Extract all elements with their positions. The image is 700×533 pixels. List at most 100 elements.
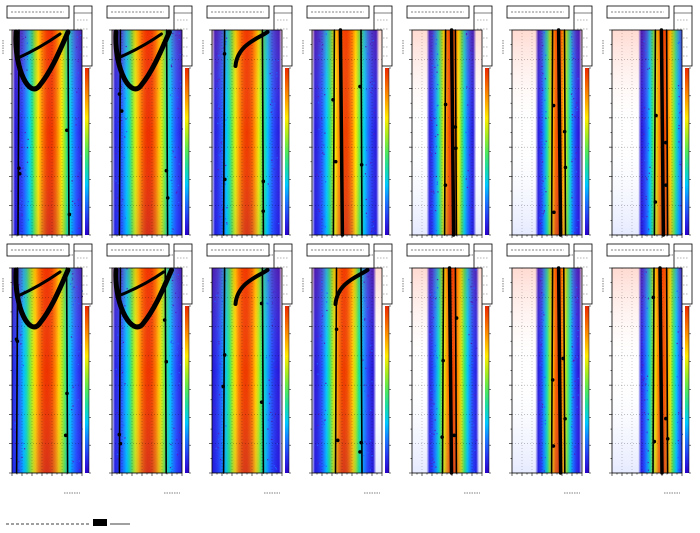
overlay-bar: [338, 28, 345, 237]
heatmap-speckle: [72, 385, 74, 387]
heatmap-speckle: [77, 72, 80, 74]
heatmap-speckle: [24, 169, 27, 171]
heatmap-speckle: [543, 406, 546, 408]
heatmap-speckle: [367, 53, 369, 55]
heatmap-speckle: [19, 205, 21, 207]
heatmap-speckle: [642, 341, 645, 343]
heatmap-speckle: [120, 85, 122, 88]
heatmap-speckle: [470, 286, 472, 288]
panel-r1c5: [502, 243, 593, 494]
heatmap-speckle: [76, 36, 79, 38]
heatmap-speckle: [644, 159, 646, 161]
heatmap-speckle: [465, 178, 467, 180]
heatmap-speckle: [679, 112, 681, 114]
heatmap-speckle: [120, 158, 122, 160]
heatmap-speckle: [225, 425, 227, 427]
heatmap-speckle: [273, 168, 275, 170]
panel-r1c6: [602, 243, 693, 494]
heatmap-speckle: [220, 142, 222, 144]
heatmap-speckle: [542, 161, 544, 163]
heatmap-speckle: [577, 77, 579, 80]
heatmap-speckle: [272, 108, 274, 111]
heatmap-speckle: [640, 373, 643, 375]
heatmap-speckle: [273, 378, 276, 380]
heatmap-speckle: [180, 60, 182, 62]
color-palette-bar: [585, 306, 589, 473]
heatmap-speckle: [570, 426, 573, 428]
panel-title-box: [106, 5, 170, 19]
heatmap-speckle: [644, 50, 647, 52]
heatmap-speckle: [271, 99, 273, 101]
heatmap-speckle: [268, 379, 270, 381]
heatmap-speckle: [370, 344, 372, 347]
heatmap-speckle: [172, 279, 174, 282]
heatmap-speckle: [22, 364, 24, 367]
overlay-marker: [63, 433, 68, 438]
heatmap-speckle: [470, 434, 472, 437]
heatmap-speckle: [224, 183, 226, 185]
heatmap-speckle: [218, 432, 220, 435]
overlay-marker: [222, 52, 227, 56]
panel-r1c3: [302, 243, 393, 494]
heatmap-speckle: [571, 196, 573, 199]
heatmap-speckle: [322, 74, 324, 76]
overlay-marker: [664, 183, 668, 187]
heatmap-speckle: [680, 83, 682, 85]
panel-title-box: [306, 243, 370, 257]
heatmap-speckle: [471, 464, 473, 466]
heatmap-speckle: [323, 464, 325, 466]
heatmap-speckle: [541, 292, 543, 294]
heatmap-speckle: [18, 461, 20, 463]
heatmap-speckle: [323, 420, 325, 422]
heatmap-speckle: [430, 119, 432, 122]
heatmap-speckle: [643, 117, 645, 120]
heatmap-speckle: [571, 325, 573, 327]
heatmap-speckle: [77, 175, 79, 178]
heatmap-speckle: [316, 86, 318, 88]
heatmap-speckle: [574, 56, 576, 59]
heatmap-speckle: [274, 103, 276, 105]
overlay-marker: [443, 102, 448, 107]
heatmap-speckle: [648, 230, 650, 232]
heatmap-speckle: [643, 133, 645, 135]
heatmap-speckle: [572, 359, 575, 361]
heatmap-speckle: [642, 364, 644, 366]
heatmap-speckle: [430, 444, 432, 447]
overlay-marker: [261, 209, 265, 213]
heatmap-speckle: [363, 454, 365, 457]
overlay-marker: [162, 318, 167, 322]
heatmap-speckle: [321, 48, 323, 51]
heatmap-speckle: [269, 139, 272, 141]
heatmap-speckle: [432, 299, 434, 301]
heatmap-speckle: [170, 443, 172, 446]
heatmap-shading: [612, 268, 682, 473]
heatmap-speckle: [22, 167, 24, 169]
heatmap-speckle: [79, 468, 81, 471]
heatmap-speckle: [576, 226, 578, 229]
heatmap-speckle: [434, 350, 436, 352]
heatmap-speckle: [474, 394, 476, 396]
heatmap-speckle: [176, 96, 179, 99]
heatmap-speckle: [216, 294, 218, 297]
overlay-marker: [440, 435, 444, 439]
heatmap-speckle: [169, 466, 172, 469]
heatmap-speckle: [322, 451, 324, 454]
panel-r1c1: [102, 243, 193, 494]
heatmap-speckle: [13, 419, 16, 422]
heatmap-speckle: [577, 301, 579, 303]
heatmap-speckle: [20, 141, 22, 143]
heatmap-speckle: [645, 168, 647, 171]
heatmap-speckle: [681, 347, 684, 349]
heatmap-speckle: [433, 76, 436, 78]
heatmap-speckle: [574, 380, 576, 382]
heatmap-speckle: [434, 365, 436, 367]
heatmap-speckle: [115, 368, 117, 370]
overlay-marker: [222, 353, 227, 357]
heatmap-speckle: [170, 341, 172, 344]
overlay-line: [360, 267, 363, 474]
heatmap-speckle: [325, 33, 327, 35]
heatmap-speckle: [545, 117, 547, 119]
heatmap-speckle: [643, 107, 646, 109]
heatmap-speckle: [473, 471, 475, 473]
heatmap-speckle: [648, 228, 650, 230]
